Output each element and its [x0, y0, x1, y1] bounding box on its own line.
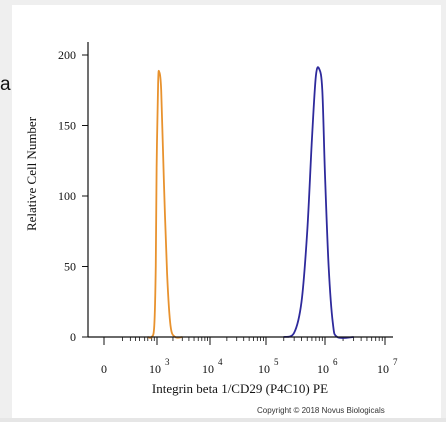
right-edge-strip	[441, 0, 446, 422]
x-tick-label: 0	[101, 362, 107, 376]
x-tick-label: 10	[258, 362, 270, 376]
x-tick-label: 10	[377, 362, 389, 376]
y-axis-ticks: 0 50 100 150 200	[58, 48, 88, 344]
x-tick-exponent: 6	[333, 357, 338, 367]
panel-letter: a	[0, 74, 11, 95]
bottom-edge-strip	[0, 418, 446, 422]
x-tick-label: 10	[317, 362, 329, 376]
left-edge-strip	[0, 0, 12, 422]
control-histogram-curve	[147, 69, 183, 339]
y-tick-label: 150	[58, 119, 76, 133]
stained-histogram-curve	[283, 66, 354, 339]
y-tick-label: 50	[64, 260, 76, 274]
x-tick-exponent: 5	[274, 357, 279, 367]
x-tick-exponent: 7	[393, 357, 398, 367]
x-axis-ticks: 0 10 3 10 4 10 5 10 6 10 7	[101, 337, 398, 376]
x-tick-label: 10	[149, 362, 161, 376]
x-axis-label: Integrin beta 1/CD29 (P4C10) PE	[152, 381, 328, 396]
y-axis-label: Relative Cell Number	[24, 116, 39, 231]
x-tick-exponent: 4	[218, 357, 223, 367]
y-tick-label: 100	[58, 189, 76, 203]
x-tick-exponent: 3	[165, 357, 170, 367]
copyright-notice: Copyright © 2018 Novus Biologicals	[257, 406, 385, 415]
x-tick-label: 10	[202, 362, 214, 376]
y-tick-label: 200	[58, 48, 76, 62]
series-layer	[147, 66, 354, 339]
top-edge-strip	[0, 0, 446, 5]
y-tick-label: 0	[70, 330, 76, 344]
